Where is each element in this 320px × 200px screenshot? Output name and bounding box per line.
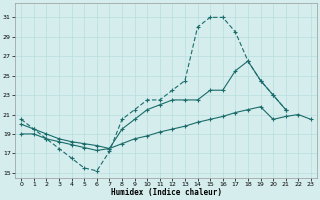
X-axis label: Humidex (Indice chaleur): Humidex (Indice chaleur) <box>111 188 221 197</box>
